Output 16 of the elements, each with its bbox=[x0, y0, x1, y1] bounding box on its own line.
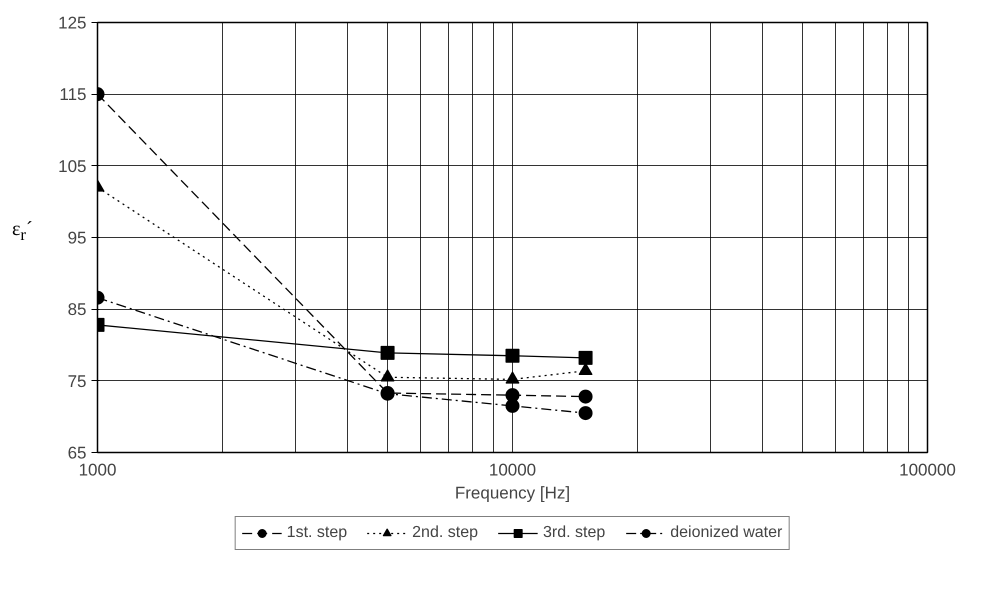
y-tick-label: 105 bbox=[58, 156, 87, 176]
legend-label: 1st. step bbox=[286, 524, 348, 542]
y-tick-label: 85 bbox=[68, 300, 87, 320]
x-tick-label: 100000 bbox=[899, 460, 956, 480]
y-tick-label: 75 bbox=[68, 372, 87, 391]
x-tick-label: 1000 bbox=[78, 460, 116, 480]
y-tick-label: 95 bbox=[68, 228, 87, 248]
x-axis-title: Frequency [Hz] bbox=[454, 484, 570, 502]
y-tick-label: 115 bbox=[59, 85, 87, 104]
y-axis-title: ε$_{r}$´ bbox=[12, 217, 33, 246]
y-tick-label: 65 bbox=[68, 444, 87, 462]
legend-label: deionized water bbox=[670, 524, 782, 542]
legend-label: 3rd. step bbox=[542, 524, 606, 542]
y-tick-label: 125 bbox=[58, 14, 87, 32]
x-tick-label: 10000 bbox=[488, 460, 536, 480]
legend-label: 2nd. step bbox=[412, 524, 478, 542]
